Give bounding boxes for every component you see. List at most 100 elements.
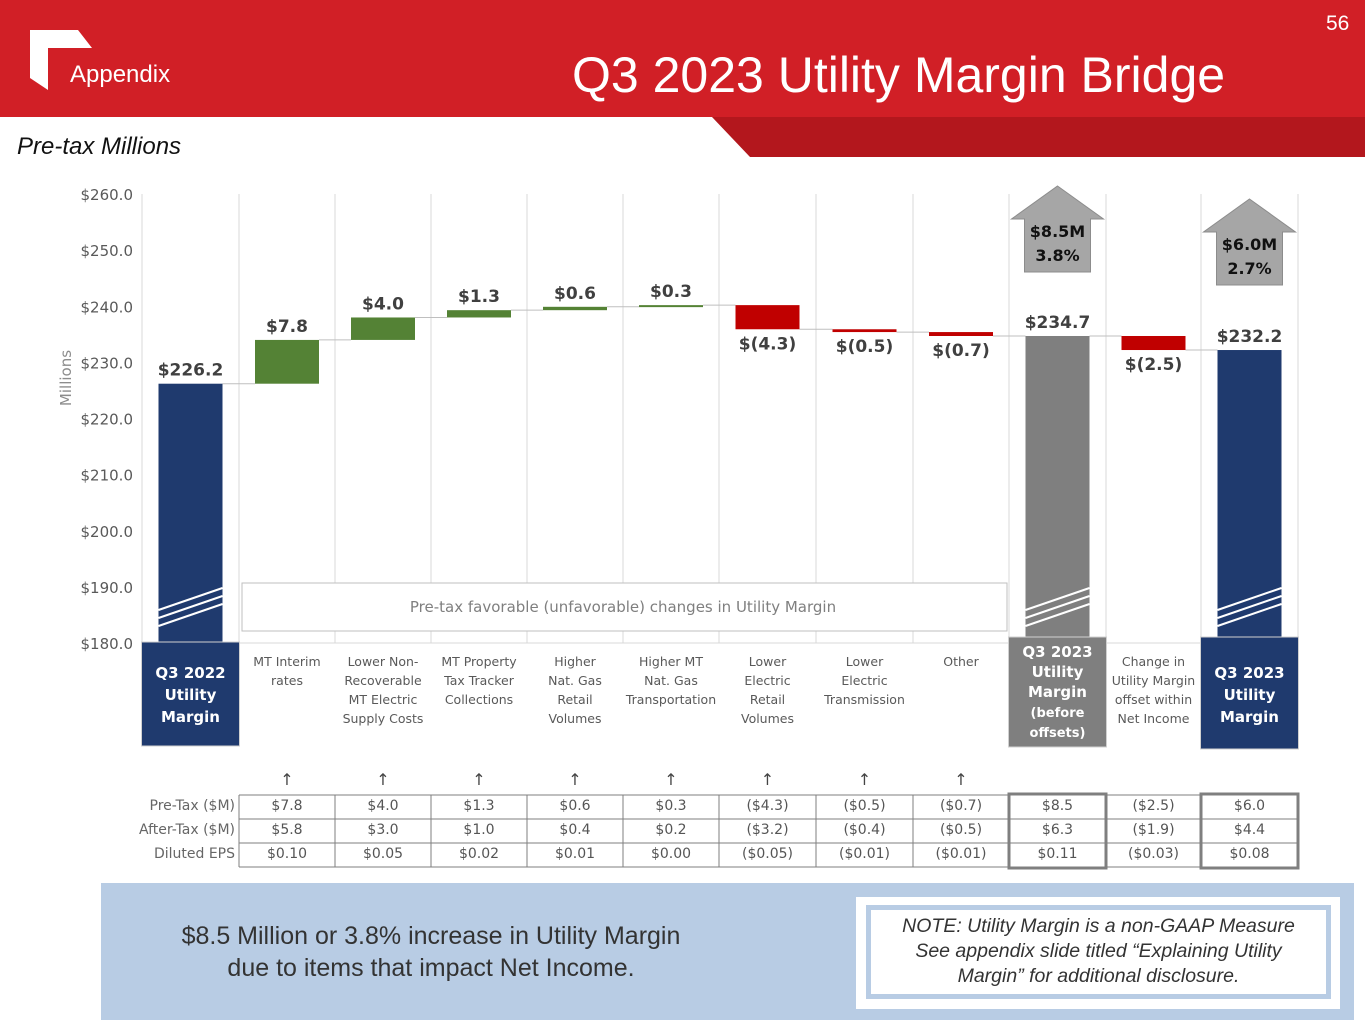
- bar-value-label: $(4.3): [739, 334, 796, 354]
- axis-break-mark: [1217, 595, 1282, 619]
- category-label: (before: [1031, 706, 1085, 721]
- category-label-box: [1200, 636, 1299, 750]
- increase-bar: [543, 306, 607, 311]
- up-arrow-icon: ↑: [954, 770, 968, 789]
- slide-title: Q3 2023 Utility Margin Bridge: [572, 47, 1226, 103]
- table-cell: ($0.01): [838, 846, 890, 862]
- growth-callout-arrow-icon: [1009, 185, 1106, 273]
- category-label: Margin: [1028, 683, 1087, 701]
- axis-break-mark: [1217, 587, 1282, 611]
- table-cell: ($0.4): [843, 822, 886, 838]
- y-tick-label: $250.0: [81, 242, 134, 260]
- callout-amount: $8.5M: [1030, 222, 1085, 241]
- table-row-label: After-Tax ($M): [139, 822, 235, 838]
- bar-value-label: $(2.5): [1125, 355, 1182, 375]
- bar-value-label: $(0.7): [932, 341, 989, 361]
- note-line-1: NOTE: Utility Margin is a non-GAAP Measu…: [902, 915, 1295, 937]
- table-cell: ($0.03): [1127, 846, 1179, 862]
- axis-break-mark: [1217, 603, 1282, 627]
- y-tick-label: $180.0: [81, 635, 134, 653]
- y-tick-label: $240.0: [81, 298, 134, 316]
- category-label: Tax Tracker: [443, 673, 515, 688]
- callout-percent: 2.7%: [1227, 259, 1271, 278]
- category-label: Lower Non-: [348, 654, 419, 669]
- axis-break-mark: [158, 603, 223, 627]
- bar-value-label: $232.2: [1217, 327, 1283, 347]
- y-tick-label: $260.0: [81, 186, 134, 204]
- table-row-label: Pre-Tax ($M): [149, 798, 235, 814]
- bar-value-label: $0.6: [554, 284, 596, 304]
- y-tick-label: $200.0: [81, 523, 134, 541]
- bar-value-label: $234.7: [1025, 313, 1091, 333]
- table-cell: $7.8: [271, 798, 303, 814]
- table-cell: $0.08: [1229, 846, 1270, 862]
- non-gaap-note: NOTE: Utility Margin is a non-GAAP Measu…: [866, 914, 1331, 989]
- category-label: Retail: [750, 692, 785, 707]
- axis-break-mark: [1025, 595, 1090, 619]
- table-cell: $0.01: [554, 846, 596, 862]
- category-label: Lower: [846, 654, 884, 669]
- category-label-box: [1008, 636, 1107, 748]
- table-cell: $1.0: [463, 822, 495, 838]
- up-arrow-icon: ↑: [280, 770, 294, 789]
- table-cell: $1.3: [463, 798, 495, 814]
- category-label: Electric: [744, 673, 790, 688]
- category-label: Q3 2022: [155, 664, 225, 682]
- category-label: Margin: [1220, 708, 1279, 726]
- table-cell: $4.4: [1233, 822, 1266, 838]
- summary-line-1: $8.5 Million or 3.8% increase in Utility…: [181, 922, 681, 950]
- y-tick-label: $220.0: [81, 411, 134, 429]
- table-cell: $6.0: [1233, 798, 1266, 814]
- category-label: MT Electric: [349, 692, 418, 707]
- table-cell: $0.05: [362, 846, 404, 862]
- table-cell: $8.5: [1041, 798, 1074, 814]
- table-cell: ($0.5): [939, 822, 983, 838]
- callout-percent: 3.8%: [1035, 246, 1079, 265]
- table-cell: $0.10: [266, 846, 308, 862]
- bracket-label: Pre-tax favorable (unfavorable) changes …: [410, 598, 836, 616]
- table-cell: ($4.3): [746, 798, 789, 814]
- increase-bar: [351, 317, 415, 340]
- category-label: Volumes: [741, 711, 794, 726]
- decrease-bar: [735, 305, 800, 330]
- category-label: Net Income: [1118, 711, 1190, 726]
- table-cell: ($0.7): [939, 798, 983, 814]
- decrease-bar: [832, 329, 897, 333]
- note-box: [866, 905, 1331, 999]
- axis-break-mark: [158, 595, 223, 619]
- table-cell: $0.6: [559, 798, 591, 814]
- bracket-box: [241, 582, 1008, 632]
- increase-bar: [447, 310, 511, 318]
- increase-bar: [639, 305, 703, 308]
- table-cell: $6.3: [1041, 822, 1074, 838]
- category-label: Utility: [1224, 686, 1276, 704]
- table-cell: $0.02: [458, 846, 500, 862]
- category-label: Q3 2023: [1022, 643, 1092, 661]
- category-label: Other: [943, 654, 979, 669]
- total-bar: [1217, 350, 1282, 643]
- up-arrow-icon: ↑: [376, 770, 390, 789]
- bar-value-label: $7.8: [266, 317, 308, 337]
- header-accent-band: [712, 117, 1365, 157]
- category-label: Electric: [841, 673, 887, 688]
- category-label: MT Property: [441, 654, 517, 669]
- table-row-label: Diluted EPS: [153, 846, 235, 862]
- growth-callout-arrow-icon: [1201, 198, 1298, 286]
- waterfall-chart: $180.0 $190.0 $200.0 $210.0 $220.0 $230.0 $240…: [57, 185, 1299, 750]
- decrease-bar: [929, 332, 993, 336]
- category-label-box: [141, 641, 240, 747]
- highlighted-column-frame: [1199, 792, 1300, 870]
- category-label: Change in: [1122, 654, 1185, 669]
- category-label: Volumes: [548, 711, 601, 726]
- table-cell: $5.8: [271, 822, 303, 838]
- note-line-3: Margin” for additional disclosure.: [957, 965, 1240, 987]
- y-tick-label: $210.0: [81, 467, 134, 485]
- table-cell: ($1.9): [1132, 822, 1175, 838]
- y-tick-label: $190.0: [81, 579, 134, 597]
- table-cell: $0.2: [655, 822, 687, 838]
- company-logo-icon: [30, 30, 92, 90]
- table-cell: ($2.5): [1132, 798, 1175, 814]
- axis-break-mark: [158, 587, 223, 611]
- summary-line-2: due to items that impact Net Income.: [227, 954, 635, 982]
